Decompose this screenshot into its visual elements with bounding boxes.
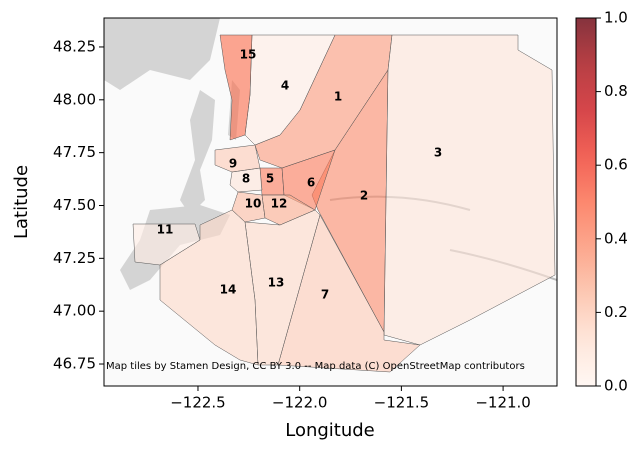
region-label: 12: [271, 197, 288, 211]
colorbar: [575, 17, 597, 387]
region-label: 5: [266, 172, 274, 186]
region-label: 14: [220, 283, 237, 297]
colorbar-tick-label: 0.4: [604, 229, 628, 247]
region-label: 9: [229, 157, 237, 171]
x-tick-label: −121.0: [475, 394, 531, 412]
colorbar-tick-label: 0.0: [604, 377, 628, 395]
region-label: 1: [334, 90, 342, 104]
region-label: 13: [268, 276, 285, 290]
region: [383, 34, 556, 346]
region-label: 6: [307, 176, 315, 190]
colorbar-tick-label: 0.6: [604, 156, 628, 174]
region-label: 15: [240, 48, 257, 62]
region: [231, 191, 266, 223]
region-label: 3: [434, 146, 442, 160]
y-tick-label: 47.00: [53, 302, 96, 320]
region: [214, 144, 261, 173]
x-tick-label: −122.0: [272, 394, 328, 412]
region: [159, 209, 259, 366]
region-label: 2: [360, 189, 368, 203]
colorbar-tick-label: 0.8: [604, 82, 628, 100]
water: [104, 18, 220, 90]
region: [219, 34, 253, 141]
attribution: Map tiles by Stamen Design, CC BY 3.0 --…: [106, 361, 525, 372]
x-tick-label: −122.5: [170, 394, 226, 412]
region-label: 11: [157, 223, 174, 237]
y-tick-label: 47.50: [53, 196, 96, 214]
region-label: 8: [242, 172, 250, 186]
water: [180, 90, 215, 215]
attribution-box: Map tiles by Stamen Design, CC BY 3.0 --…: [106, 361, 525, 372]
x-tick-label: −121.5: [374, 394, 430, 412]
y-tick-label: 46.75: [53, 355, 96, 373]
region-label: 10: [245, 197, 262, 211]
x-axis-label: Longitude: [285, 420, 375, 441]
y-tick-label: 48.00: [53, 90, 96, 108]
colorbar-tick-label: 1.0: [604, 9, 628, 27]
y-tick-label: 48.25: [53, 37, 96, 55]
y-tick-label: 47.25: [53, 249, 96, 267]
plot-frame: [103, 17, 558, 387]
region-label: 4: [281, 79, 289, 93]
region-label: 7: [321, 288, 329, 302]
y-tick-label: 47.75: [53, 143, 96, 161]
colorbar-tick-label: 0.2: [604, 303, 628, 321]
y-axis-label: Latitude: [11, 165, 32, 239]
